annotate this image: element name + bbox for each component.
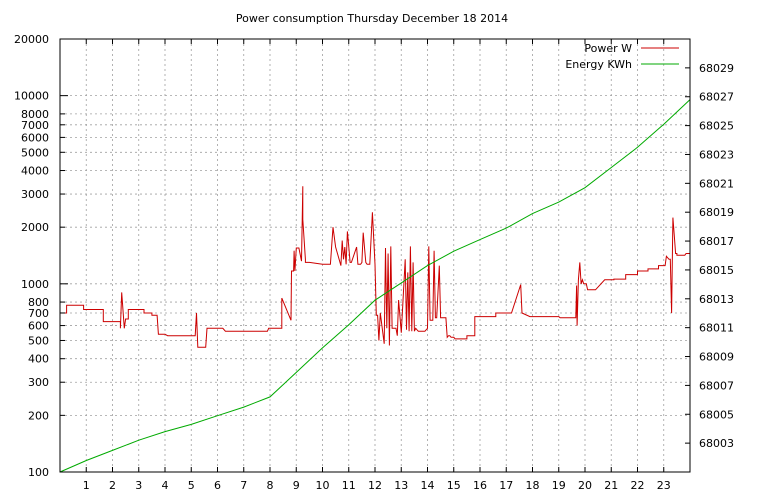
y2-tick-label: 68011 (699, 322, 734, 335)
y-tick-label: 400 (28, 353, 49, 366)
y-tick-label: 100 (28, 466, 49, 479)
y-tick-label: 4000 (21, 165, 49, 178)
x-tick-label: 12 (368, 479, 382, 492)
y-tick-label: 8000 (21, 108, 49, 121)
y-tick-label: 300 (28, 376, 49, 389)
x-tick-label: 20 (578, 479, 592, 492)
y2-tick-label: 68005 (699, 408, 734, 421)
x-tick-label: 13 (394, 479, 408, 492)
y2-tick-label: 68007 (699, 379, 734, 392)
x-tick-label: 2 (109, 479, 116, 492)
y2-tick-label: 68009 (699, 351, 734, 364)
y-tick-label: 7000 (21, 119, 49, 132)
axis-layer: 1 2 3 4 5 6 7 8 9 10 11 12 13 14 15 16 17 18 19 20 21 22 23100… (14, 33, 734, 492)
x-tick-label: 7 (240, 479, 247, 492)
y-tick-label: 2000 (21, 221, 49, 234)
y-tick-label: 6000 (21, 131, 49, 144)
x-tick-label: 16 (473, 479, 487, 492)
y2-tick-label: 68025 (699, 120, 734, 133)
y-tick-label: 5000 (21, 146, 49, 159)
x-tick-label: 9 (293, 479, 300, 492)
x-tick-label: 14 (421, 479, 435, 492)
legend: Power W Energy KWh (565, 42, 679, 71)
y2-tick-label: 68015 (699, 264, 734, 277)
y-tick-label: 20000 (14, 33, 49, 46)
legend-label: Energy KWh (565, 58, 632, 71)
x-tick-label: 8 (267, 479, 274, 492)
y2-tick-label: 68017 (699, 235, 734, 248)
y-tick-label: 500 (28, 334, 49, 347)
x-tick-label: 6 (214, 479, 221, 492)
y-tick-label: 800 (28, 296, 49, 309)
y2-tick-label: 68019 (699, 206, 734, 219)
y2-tick-label: 68027 (699, 91, 734, 104)
x-tick-label: 23 (657, 479, 671, 492)
y2-tick-label: 68013 (699, 293, 734, 306)
series-line-power (60, 186, 690, 348)
y-tick-label: 3000 (21, 188, 49, 201)
legend-label: Power W (584, 42, 632, 55)
y2-tick-label: 68029 (699, 62, 734, 75)
x-tick-label: 15 (447, 479, 461, 492)
x-tick-label: 10 (316, 479, 330, 492)
y-tick-label: 200 (28, 409, 49, 422)
x-tick-label: 4 (162, 479, 169, 492)
x-tick-label: 18 (526, 479, 540, 492)
y2-tick-label: 68023 (699, 148, 734, 161)
x-tick-label: 19 (552, 479, 566, 492)
y-tick-label: 1000 (21, 278, 49, 291)
x-tick-label: 3 (135, 479, 142, 492)
y2-tick-label: 68021 (699, 177, 734, 190)
y-tick-label: 700 (28, 307, 49, 320)
x-tick-label: 1 (83, 479, 90, 492)
x-tick-label: 21 (604, 479, 618, 492)
y2-tick-label: 68003 (699, 437, 734, 450)
x-tick-label: 5 (188, 479, 195, 492)
series-layer (59, 99, 691, 473)
series-line-energy (59, 99, 691, 473)
y-tick-label: 600 (28, 320, 49, 333)
x-tick-label: 17 (499, 479, 513, 492)
x-tick-label: 22 (631, 479, 645, 492)
chart-title: Power consumption Thursday December 18 2… (236, 12, 508, 25)
y-tick-label: 10000 (14, 90, 49, 103)
x-tick-label: 11 (342, 479, 356, 492)
